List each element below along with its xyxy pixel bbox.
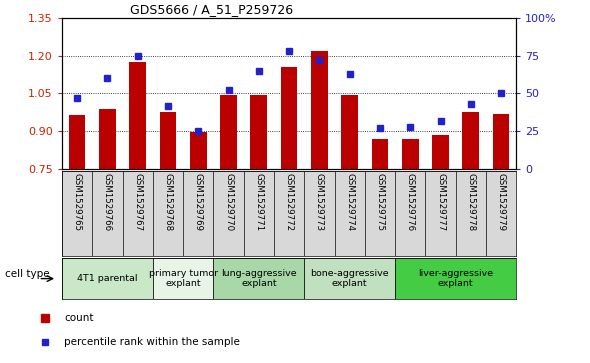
Bar bbox=[342, 95, 358, 169]
Text: GSM1529765: GSM1529765 bbox=[73, 173, 81, 231]
Bar bbox=[455, 171, 486, 256]
Text: GSM1529777: GSM1529777 bbox=[436, 173, 445, 231]
Bar bbox=[486, 171, 516, 256]
Bar bbox=[62, 171, 92, 256]
Bar bbox=[62, 258, 153, 299]
Bar bbox=[160, 112, 176, 169]
Text: GSM1529769: GSM1529769 bbox=[194, 173, 203, 231]
Bar bbox=[153, 171, 183, 256]
Bar bbox=[395, 258, 516, 299]
Text: GSM1529771: GSM1529771 bbox=[254, 173, 263, 231]
Bar bbox=[372, 139, 388, 169]
Bar bbox=[335, 171, 365, 256]
Bar bbox=[304, 171, 335, 256]
Text: GSM1529775: GSM1529775 bbox=[375, 173, 385, 231]
Bar bbox=[214, 258, 304, 299]
Text: GSM1529766: GSM1529766 bbox=[103, 173, 112, 231]
Text: primary tumor
explant: primary tumor explant bbox=[149, 269, 218, 288]
Text: GSM1529768: GSM1529768 bbox=[163, 173, 172, 231]
Bar bbox=[190, 132, 206, 169]
Bar bbox=[153, 258, 214, 299]
Text: 4T1 parental: 4T1 parental bbox=[77, 274, 137, 283]
Bar bbox=[183, 171, 214, 256]
Bar bbox=[304, 258, 395, 299]
Bar bbox=[251, 95, 267, 169]
Text: GSM1529770: GSM1529770 bbox=[224, 173, 233, 231]
Bar bbox=[493, 114, 509, 169]
Text: GSM1529773: GSM1529773 bbox=[315, 173, 324, 231]
Text: GSM1529774: GSM1529774 bbox=[345, 173, 354, 231]
Text: lung-aggressive
explant: lung-aggressive explant bbox=[221, 269, 297, 288]
Text: GSM1529778: GSM1529778 bbox=[466, 173, 476, 231]
Text: liver-aggressive
explant: liver-aggressive explant bbox=[418, 269, 493, 288]
Text: GSM1529779: GSM1529779 bbox=[497, 173, 506, 231]
Bar bbox=[244, 171, 274, 256]
Text: GSM1529767: GSM1529767 bbox=[133, 173, 142, 231]
Text: count: count bbox=[64, 313, 93, 323]
Bar bbox=[365, 171, 395, 256]
Bar bbox=[129, 62, 146, 169]
Bar bbox=[463, 112, 479, 169]
Text: percentile rank within the sample: percentile rank within the sample bbox=[64, 337, 240, 347]
Text: bone-aggressive
explant: bone-aggressive explant bbox=[310, 269, 389, 288]
Bar bbox=[274, 171, 304, 256]
Bar bbox=[432, 135, 449, 169]
Bar bbox=[311, 51, 327, 169]
Bar bbox=[425, 171, 455, 256]
Text: cell type: cell type bbox=[5, 269, 50, 280]
Bar bbox=[281, 67, 297, 169]
Text: GDS5666 / A_51_P259726: GDS5666 / A_51_P259726 bbox=[130, 3, 293, 16]
Bar bbox=[92, 171, 123, 256]
Bar bbox=[402, 139, 418, 169]
Bar bbox=[220, 95, 237, 169]
Text: GSM1529772: GSM1529772 bbox=[284, 173, 294, 231]
Bar bbox=[99, 109, 116, 169]
Bar bbox=[123, 171, 153, 256]
Bar bbox=[395, 171, 425, 256]
Bar bbox=[214, 171, 244, 256]
Bar bbox=[69, 115, 86, 169]
Text: GSM1529776: GSM1529776 bbox=[406, 173, 415, 231]
